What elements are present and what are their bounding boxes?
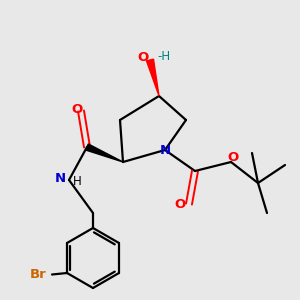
- Polygon shape: [86, 144, 123, 162]
- Text: O: O: [174, 197, 185, 211]
- Text: N: N: [159, 143, 171, 157]
- Text: N: N: [55, 172, 66, 185]
- Text: Br: Br: [29, 268, 46, 281]
- Text: O: O: [71, 103, 82, 116]
- Text: O: O: [137, 51, 148, 64]
- Polygon shape: [146, 59, 159, 96]
- Text: H: H: [73, 175, 82, 188]
- Text: O: O: [227, 151, 238, 164]
- Text: -H: -H: [157, 50, 170, 64]
